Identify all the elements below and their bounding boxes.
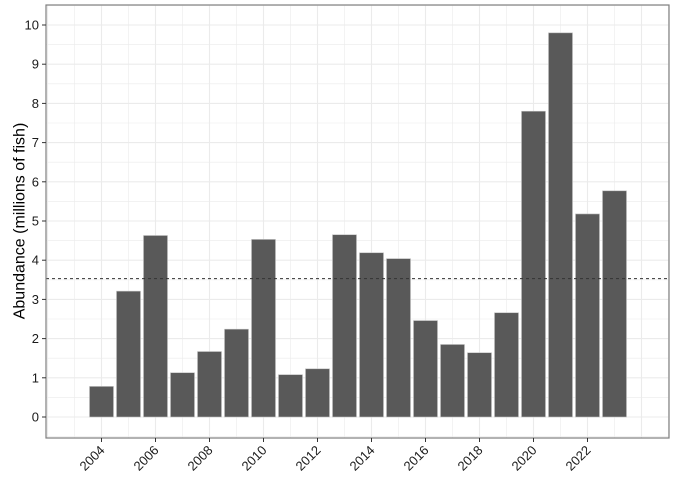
y-tick-label: 2	[32, 331, 39, 346]
x-tick-label: 2010	[239, 443, 270, 474]
bar-2010	[251, 239, 276, 418]
bar-2008	[197, 351, 222, 418]
bar-2018	[467, 352, 492, 418]
bar-2014	[359, 252, 384, 418]
y-tick-label: 4	[32, 253, 39, 268]
bar-2023	[602, 190, 627, 418]
x-tick-label: 2020	[509, 443, 540, 474]
y-tick-label: 1	[32, 370, 39, 385]
bar-2013	[332, 234, 357, 418]
bar-2015	[386, 258, 411, 418]
bar-2009	[224, 328, 249, 418]
x-tick-label: 2016	[401, 443, 432, 474]
bar-2007	[170, 372, 195, 418]
x-tick-label: 2008	[185, 443, 216, 474]
y-tick-label: 10	[25, 18, 39, 33]
y-tick-label: 9	[32, 57, 39, 72]
bar-2021	[548, 32, 573, 418]
bar-2012	[305, 368, 330, 418]
y-tick-label: 0	[32, 410, 39, 425]
x-tick-label: 2006	[131, 443, 162, 474]
x-tick-label: 2004	[77, 443, 108, 474]
y-tick-label: 8	[32, 96, 39, 111]
bar-2020	[521, 110, 546, 418]
bar-2022	[575, 213, 600, 418]
bar-2006	[143, 235, 168, 418]
bar-2019	[494, 312, 519, 418]
y-axis: 0 1 2 3 4 5 6 7 8 9 10	[25, 18, 46, 425]
bar-2011	[278, 374, 303, 418]
x-tick-label: 2014	[347, 443, 378, 474]
y-tick-label: 7	[32, 135, 39, 150]
y-tick-label: 3	[32, 292, 39, 307]
x-tick-label: 2018	[455, 443, 486, 474]
x-tick-label: 2012	[293, 443, 324, 474]
bar-2016	[413, 320, 438, 418]
x-axis: 2004 2006 2008 2010 2012 2014 2016 2018 2020 2022	[77, 438, 594, 474]
x-tick-label: 2022	[563, 443, 594, 474]
bar-2004	[89, 386, 114, 418]
bar-2005	[116, 290, 141, 418]
bars	[89, 32, 627, 418]
bar-2017	[440, 344, 465, 418]
y-axis-title: Abundance (millions of fish)	[12, 123, 29, 320]
y-tick-label: 5	[32, 214, 39, 229]
y-tick-label: 6	[32, 174, 39, 189]
